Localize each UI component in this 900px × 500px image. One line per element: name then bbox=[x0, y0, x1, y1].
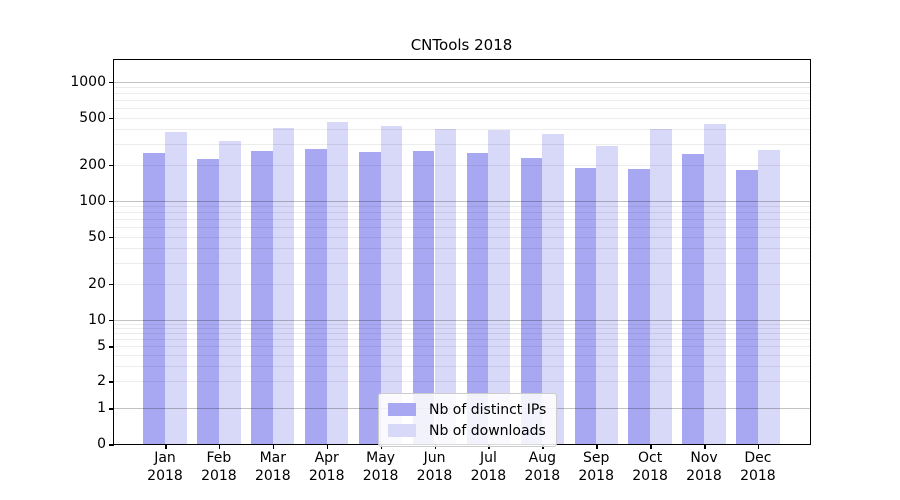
gridline-minor bbox=[114, 100, 810, 102]
y-tick-label: 1000 bbox=[70, 73, 106, 90]
bar-distinct-ips-jul bbox=[466, 153, 489, 444]
bar-distinct-ips-mar bbox=[251, 151, 273, 444]
y-tick-mark bbox=[109, 381, 114, 383]
gridline-minor bbox=[114, 87, 810, 89]
bar-distinct-ips-dec bbox=[736, 170, 758, 444]
x-tick-mark bbox=[272, 444, 275, 449]
y-tick-label: 2 bbox=[97, 373, 106, 390]
bar-downloads-jul bbox=[488, 130, 511, 444]
y-tick-label: 50 bbox=[88, 228, 106, 245]
x-tick-label: Jul 2018 bbox=[470, 450, 507, 484]
x-tick-label: Oct 2018 bbox=[632, 450, 668, 484]
y-tick-mark bbox=[109, 164, 114, 167]
y-tick-label: 10 bbox=[88, 311, 106, 328]
x-tick-label: Sep 2018 bbox=[578, 450, 614, 484]
y-tick-label: 5 bbox=[97, 338, 106, 355]
bar-downloads-dec bbox=[757, 150, 780, 444]
y-tick-mark bbox=[109, 346, 114, 348]
plot-area: 1000 500 200 100 50 20 10 5 2 1 0 Jan 2018 Feb 2018 Mar… bbox=[70, 59, 811, 484]
x-tick-label: Apr 2018 bbox=[308, 450, 345, 484]
bar-downloads-sep bbox=[596, 145, 618, 444]
bar-distinct-ips-jan bbox=[143, 153, 165, 444]
legend-label-downloads: Nb of downloads bbox=[429, 422, 546, 439]
x-tick-mark bbox=[704, 444, 706, 449]
x-tick-mark bbox=[596, 444, 598, 449]
y-tick-mark bbox=[109, 408, 114, 410]
y-tick-mark bbox=[109, 81, 114, 84]
legend-entry-downloads: Nb of downloads bbox=[388, 420, 546, 441]
x-tick-label: May 2018 bbox=[362, 450, 399, 484]
y-tick-mark bbox=[109, 444, 114, 446]
legend-label-distinct-ips: Nb of distinct IPs bbox=[429, 401, 547, 418]
legend: Nb of distinct IPs Nb of downloads bbox=[378, 393, 558, 447]
y-tick-mark bbox=[109, 236, 114, 238]
gridline-major bbox=[114, 81, 810, 83]
y-tick-mark bbox=[109, 283, 114, 286]
legend-swatch-downloads bbox=[388, 424, 416, 437]
chart-title: CNTools 2018 bbox=[410, 36, 513, 54]
x-tick-label: Dec 2018 bbox=[740, 450, 776, 484]
bar-downloads-apr bbox=[326, 121, 349, 444]
x-tick-label: Aug 2018 bbox=[524, 450, 561, 484]
bar-downloads-mar bbox=[272, 127, 295, 444]
bar-downloads-nov bbox=[704, 124, 726, 444]
y-tick-label: 500 bbox=[79, 109, 106, 126]
bar-downloads-jan bbox=[165, 131, 187, 444]
bar-downloads-feb bbox=[218, 140, 241, 444]
bar-downloads-aug bbox=[542, 133, 564, 444]
y-tick-label: 20 bbox=[88, 275, 106, 292]
x-tick-mark bbox=[165, 444, 167, 449]
y-tick-label: 200 bbox=[79, 156, 106, 173]
bar-distinct-ips-feb bbox=[197, 158, 219, 444]
bar-distinct-ips-oct bbox=[628, 168, 651, 444]
y-tick-label: 100 bbox=[79, 192, 106, 209]
bar-downloads-oct bbox=[650, 129, 672, 444]
legend-swatch-distinct-ips bbox=[388, 403, 416, 416]
gridline-minor bbox=[114, 117, 810, 119]
x-tick-label: Jan 2018 bbox=[147, 450, 183, 484]
x-tick-label: Nov 2018 bbox=[686, 450, 722, 484]
bar-distinct-ips-sep bbox=[574, 167, 597, 444]
x-tick-label: Feb 2018 bbox=[201, 450, 237, 484]
x-tick-label: Mar 2018 bbox=[254, 450, 291, 484]
bar-distinct-ips-may bbox=[358, 152, 381, 444]
gridline-minor bbox=[114, 108, 810, 110]
bar-distinct-ips-nov bbox=[682, 154, 704, 444]
bar-downloads-may bbox=[380, 125, 403, 444]
bar-distinct-ips-aug bbox=[520, 157, 543, 444]
bar-distinct-ips-apr bbox=[305, 149, 327, 444]
y-tick-mark bbox=[109, 200, 114, 203]
legend-entry-distinct-ips: Nb of distinct IPs bbox=[388, 399, 546, 420]
x-tick-mark bbox=[757, 444, 760, 449]
gridline-minor bbox=[114, 93, 810, 95]
y-tick-label: 0 bbox=[97, 436, 106, 452]
x-tick-label: Jun 2018 bbox=[416, 450, 453, 484]
y-tick-mark bbox=[109, 117, 114, 119]
bar-distinct-ips-jun bbox=[412, 151, 435, 444]
x-tick-mark bbox=[218, 444, 221, 449]
bar-downloads-jun bbox=[434, 129, 457, 444]
x-tick-mark bbox=[326, 444, 329, 449]
x-tick-mark bbox=[650, 444, 652, 449]
y-tick-mark bbox=[109, 319, 114, 322]
y-tick-label: 1 bbox=[97, 400, 106, 416]
